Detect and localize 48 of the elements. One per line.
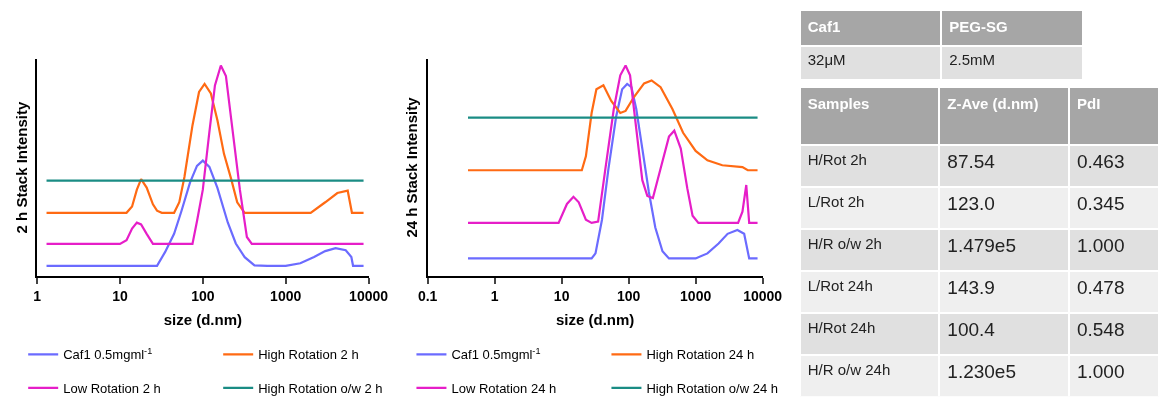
x-tick-label: 10000 [743,287,783,304]
x-axis-title: size (d.nm) [555,311,635,329]
legend-label: Low Rotation 24 h [451,381,557,397]
category-label: L/Rot 24h [807,276,873,294]
category-label: PEG-SG [949,17,1008,35]
x-tick-label: 1000 [680,287,712,304]
legend-label: High Rotation o/w 2 h [258,381,383,397]
category-label: H/Rot 2h [807,150,867,168]
x-tick-label: 10 [553,287,570,304]
text: Samples [807,95,870,113]
text: 0.345 [1076,192,1125,214]
text: 0.478 [1076,276,1125,298]
text: 0.548 [1076,318,1125,340]
text: 1.000 [1076,360,1125,382]
category-label: PdI [1076,95,1101,113]
text: 100.4 [947,318,995,340]
x-axis-title: size (d.nm) [163,311,242,329]
legend-label: High Rotation o/w 24 h [646,381,778,397]
text: 1.230e5 [947,360,1017,382]
category-label: H/R o/w 24h [807,360,891,378]
text: 2.5mM [949,51,996,69]
category-label: H/Rot 24h [807,318,876,336]
x-tick-label: 100 [191,287,215,304]
legend-label: High Rotation 24 h [646,347,755,363]
text: 143.9 [947,276,995,298]
category-label: H/R o/w 2h [807,234,882,252]
text: 87.54 [947,150,995,172]
category-label: Caf1 [807,17,841,35]
x-tick-label: 1000 [270,287,302,304]
text: 123.0 [947,192,995,214]
category-label: Z-Ave (d.nm) [947,95,1039,113]
x-tick-label: 10000 [349,287,389,304]
legend-label: High Rotation 2 h [258,347,359,363]
text: 0.463 [1076,150,1125,172]
x-tick-label: 1 [33,287,42,304]
legend-label: Caf1 0.5mgml$^{-1}$ [451,345,541,363]
y-axis-title: 2 h Stack Intensity [12,101,30,234]
x-tick-label: 10 [112,287,128,304]
x-tick-label: 0.1 [417,287,438,304]
text: 1.479e5 [947,234,1017,256]
text: 32μM [807,51,846,69]
y-axis-title: 24 h Stack Intensity [403,96,421,238]
text: 1.000 [1076,234,1125,256]
x-tick-label: 100 [616,287,641,304]
legend-label: Low Rotation 2 h [63,381,161,397]
category-label: L/Rot 2h [807,192,865,210]
legend-label: Caf1 0.5mgml$^{-1}$ [63,345,153,363]
x-tick-label: 1 [490,287,499,304]
